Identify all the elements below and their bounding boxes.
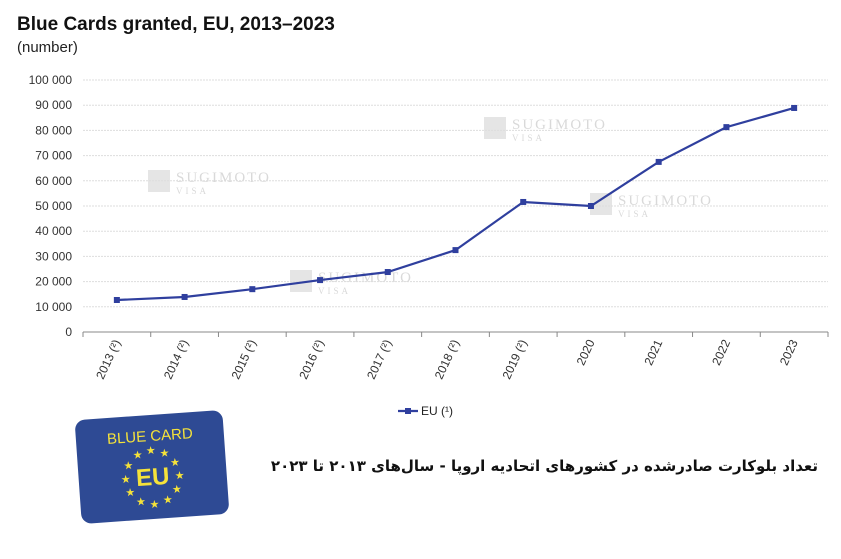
eu-stars-icon: ★ ★★★★★★★★★★★ — [120, 445, 185, 512]
y-tick-label: 100 000 — [29, 73, 73, 87]
y-tick-label: 50 000 — [35, 199, 72, 213]
x-tick-label: 2018 (²) — [432, 337, 462, 381]
star-icon: ★ — [120, 474, 131, 487]
svg-text:VISA: VISA — [176, 186, 209, 196]
data-point — [520, 198, 527, 205]
blue-card-image: BLUE CARD EU ★ ★★★★★★★★★★★ — [75, 410, 229, 524]
data-point — [113, 296, 120, 303]
data-point — [181, 293, 188, 300]
chart-title: Blue Cards granted, EU, 2013–2023 — [17, 14, 335, 35]
data-point — [317, 277, 324, 284]
y-tick-label: 80 000 — [35, 123, 72, 137]
star-icon: ★ — [172, 483, 183, 496]
y-tick-label: 10 000 — [35, 300, 72, 314]
legend-marker — [405, 408, 411, 414]
x-tick-label: 2015 (²) — [229, 337, 259, 381]
svg-text:SUGIMOTO: SUGIMOTO — [512, 117, 607, 133]
star-icon: ★ — [159, 447, 170, 460]
card-eu-text: EU — [135, 463, 170, 492]
x-tick-label: 2022 — [709, 337, 733, 367]
x-tick-label: 2021 — [641, 337, 665, 367]
star-icon: ★ — [174, 470, 185, 483]
card-body — [75, 410, 229, 524]
star-icon: ★ — [163, 494, 174, 507]
gridlines — [83, 79, 828, 308]
legend-label: EU (¹) — [421, 404, 453, 418]
y-tick-label: 30 000 — [35, 249, 72, 263]
y-tick-label: 90 000 — [35, 98, 72, 112]
legend: EU (¹) — [398, 404, 453, 418]
series-eu — [113, 104, 798, 303]
y-tick-label: 0 — [65, 325, 72, 339]
data-point — [723, 124, 730, 131]
star-icon: ★ — [132, 449, 143, 462]
star-icon: ★ — [149, 499, 160, 512]
y-tick-label: 40 000 — [35, 224, 72, 238]
x-axis: 2013 (²) 2014 (²) 2015 (²) 2016 (²) 2017 (²)… — [82, 331, 829, 381]
watermarks: SUGIMOTOVISASUGIMOTOVISASUGIMOTOVISASUGI… — [148, 117, 713, 296]
y-tick-label: 70 000 — [35, 149, 72, 163]
svg-text:VISA: VISA — [512, 133, 545, 143]
card-title: BLUE CARD — [106, 425, 193, 448]
star-icon: ★ — [170, 457, 181, 470]
y-tick-label: 20 000 — [35, 275, 72, 289]
data-point — [587, 203, 594, 209]
star-icon: ★ — [125, 487, 136, 500]
svg-text:SUGIMOTO: SUGIMOTO — [176, 170, 271, 186]
star-icon: ★ — [123, 460, 134, 473]
data-point — [655, 158, 662, 165]
chart-subtitle: (number) — [17, 39, 78, 56]
x-tick-label: 2019 (²) — [499, 337, 529, 381]
data-point — [452, 247, 459, 254]
x-tick-label: 2016 (²) — [296, 337, 326, 381]
data-point — [249, 286, 256, 293]
svg-text:SUGIMOTO: SUGIMOTO — [618, 193, 713, 209]
x-tick-label: 2023 — [777, 337, 801, 367]
y-tick-label: 60 000 — [35, 174, 72, 188]
x-tick-label: 2013 (²) — [93, 337, 123, 381]
x-tick-label: 2017 (²) — [364, 337, 394, 381]
data-point — [384, 269, 391, 276]
svg-text:VISA: VISA — [618, 209, 651, 219]
x-tick-label: 2014 (²) — [161, 337, 191, 381]
data-point — [791, 104, 798, 111]
y-axis: 0 10 000 20 000 30 000 40 000 50 000 60 000 70 … — [29, 73, 73, 339]
caption: تعداد بلوکارت صادرشده در کشورهای اتحادیه… — [270, 457, 818, 475]
star-icon: ★ — [146, 445, 157, 458]
star-icon: ★ — [136, 496, 147, 509]
svg-text:VISA: VISA — [318, 286, 351, 296]
x-tick-label: 2020 — [574, 337, 598, 367]
